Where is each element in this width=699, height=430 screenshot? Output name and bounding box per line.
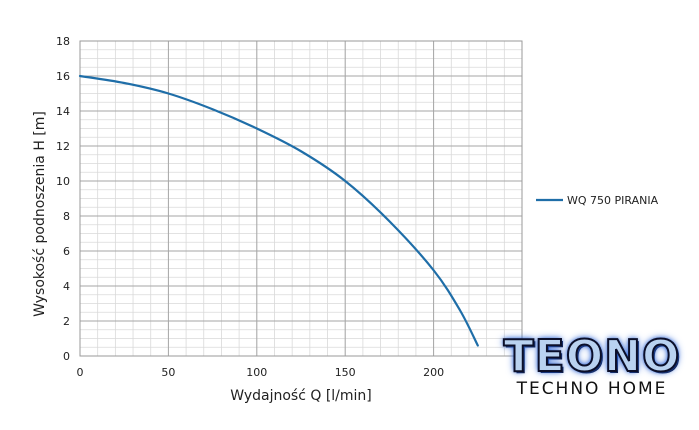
y-tick-label: 16 bbox=[56, 70, 70, 83]
y-tick-label: 18 bbox=[56, 35, 70, 48]
y-axis-tick-labels: 0 2 4 6 8 10 12 14 16 18 bbox=[56, 35, 70, 363]
y-tick-label: 0 bbox=[63, 350, 70, 363]
x-tick-label: 100 bbox=[246, 366, 267, 379]
legend: WQ 750 PIRANIA bbox=[536, 194, 659, 207]
x-tick-label: 0 bbox=[77, 366, 84, 379]
teono-logo: TEONO TECHNO HOME bbox=[492, 331, 692, 403]
y-tick-label: 2 bbox=[63, 315, 70, 328]
x-tick-label: 200 bbox=[423, 366, 444, 379]
y-tick-label: 14 bbox=[56, 105, 70, 118]
x-axis-tick-labels: 0 50 100 150 200 bbox=[77, 366, 445, 379]
x-tick-label: 150 bbox=[335, 366, 356, 379]
plot-area-frame bbox=[79, 40, 523, 357]
y-tick-label: 8 bbox=[63, 210, 70, 223]
x-axis-title: Wydajność Q [l/min] bbox=[230, 388, 372, 404]
y-tick-label: 4 bbox=[63, 280, 70, 293]
series-line-wq750 bbox=[78, 74, 479, 347]
y-tick-label: 10 bbox=[56, 175, 70, 188]
y-axis-title: Wysokość podnoszenia H [m] bbox=[32, 111, 48, 317]
y-tick-label: 12 bbox=[56, 140, 70, 153]
x-tick-label: 50 bbox=[161, 366, 175, 379]
legend-label-wq750: WQ 750 PIRANIA bbox=[567, 194, 659, 207]
logo-subtitle: TECHNO HOME bbox=[516, 379, 668, 399]
logo-wordmark: TEONO bbox=[503, 331, 681, 382]
series-layer bbox=[78, 74, 479, 347]
y-tick-label: 6 bbox=[63, 245, 70, 258]
